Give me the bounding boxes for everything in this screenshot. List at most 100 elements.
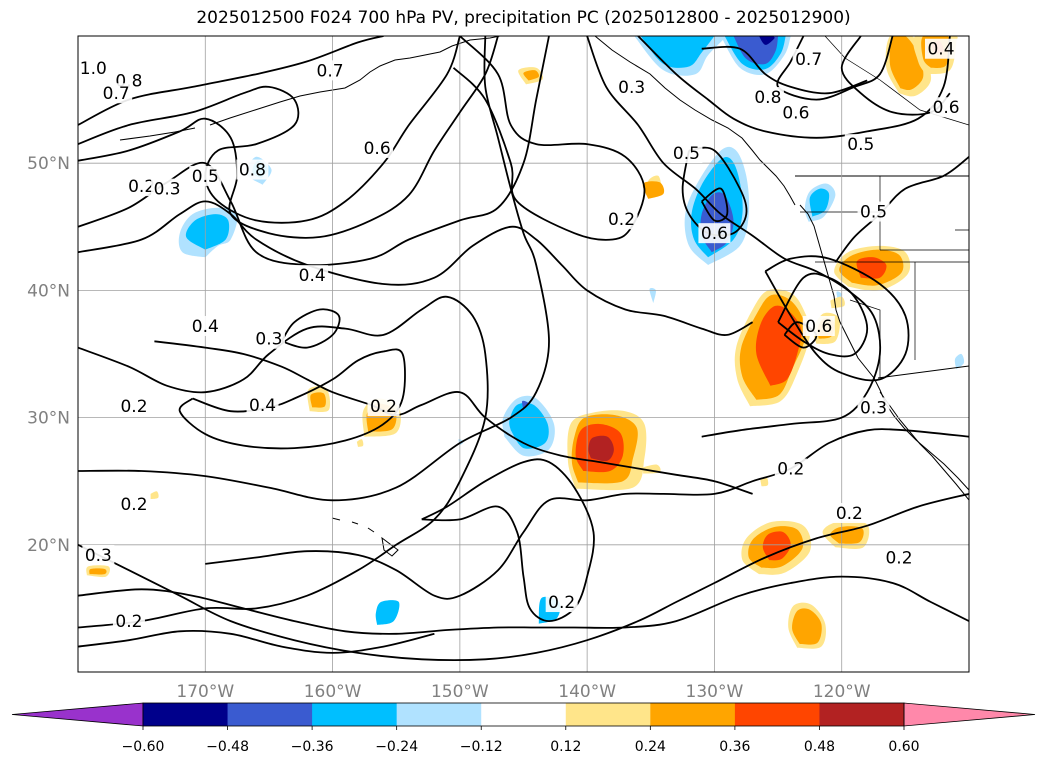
precip-region	[809, 188, 830, 217]
pv-contour-line	[78, 36, 550, 502]
lat-tick-label: 50°N	[27, 154, 70, 174]
contour-label: 0.7	[317, 61, 344, 81]
colorbar-tick-label: −0.24	[375, 739, 418, 755]
contour-label: 0.3	[860, 398, 887, 418]
plot-area: 1.00.80.70.70.80.50.20.30.60.40.40.30.40…	[78, 36, 969, 672]
contour-label: 0.5	[847, 135, 874, 155]
pv-contour-line	[78, 629, 435, 654]
contour-label: 0.7	[103, 84, 130, 104]
contour-label: 0.2	[608, 210, 635, 230]
contour-label-bg	[82, 544, 115, 565]
pv-contour-line	[178, 348, 406, 450]
alaska-coastline	[209, 36, 501, 126]
colorbar-tick-label: −0.36	[291, 739, 334, 755]
pv-contour-line	[834, 156, 969, 263]
pv-contour-line	[78, 295, 489, 629]
contour-label-bg	[844, 134, 877, 155]
contour-label: 0.6	[701, 224, 728, 244]
contour-label-bg	[924, 38, 957, 59]
precip-region	[830, 526, 864, 544]
colorbar-extend-min	[11, 702, 144, 727]
lat-tick-label: 20°N	[27, 536, 70, 556]
pv-contour-line	[777, 272, 869, 358]
precip-region	[755, 305, 802, 386]
border-us-mexico	[877, 365, 969, 379]
contour-label-bg	[698, 223, 731, 244]
precip-region	[954, 353, 965, 370]
contour-label-bg	[314, 60, 347, 81]
precip-region	[185, 214, 230, 250]
contour-label: 0.4	[927, 40, 954, 60]
contour-label: 0.2	[370, 397, 397, 417]
contour-label-bg	[774, 458, 807, 479]
state-borders	[800, 176, 969, 378]
precip-region	[642, 181, 665, 199]
contour-label-bg	[78, 57, 110, 78]
pv-contour-line	[78, 36, 499, 239]
pv-contour-line	[280, 308, 341, 349]
lat-tick-label: 40°N	[27, 281, 70, 301]
pv-contour-line	[701, 45, 868, 95]
colorbar-bin	[650, 703, 736, 726]
plot-frame	[77, 35, 970, 673]
contour-label: 0.5	[192, 167, 219, 187]
pv-contour-line	[421, 458, 595, 622]
contour-label: 0.6	[933, 98, 960, 118]
lon-tick-label: 140°W	[558, 682, 616, 702]
contour-label-bg	[236, 159, 269, 180]
chart-title: 2025012500 F024 700 hPa PV, precipitatio…	[196, 8, 851, 28]
lon-tick-label: 160°W	[304, 682, 362, 702]
colorbar-bin	[312, 703, 398, 726]
pv-contour-line	[452, 36, 646, 241]
precip-region	[830, 296, 845, 309]
contour-label: 0.5	[673, 144, 700, 164]
lon-tick-label: 150°W	[431, 682, 489, 702]
precip-region	[509, 402, 549, 449]
colorbar-bin	[396, 703, 482, 726]
precip-region	[649, 287, 656, 304]
map-background	[78, 36, 969, 672]
contour-label: 0.4	[192, 317, 219, 337]
precip-region	[356, 439, 364, 447]
contour-label-bg	[833, 503, 866, 523]
contour-label: 0.2	[885, 549, 912, 569]
precip-region	[523, 70, 540, 81]
contour-label-bg	[252, 328, 285, 349]
colorbar-tick-label: −0.60	[122, 739, 165, 755]
colorbar-bin	[734, 703, 820, 726]
contour-label-bg	[615, 76, 648, 97]
lon-tick-label: 120°W	[813, 682, 871, 702]
contour-label-bg	[367, 396, 400, 417]
contour-label-bg	[605, 209, 638, 230]
colorbar-bin	[143, 703, 229, 726]
contour-label: 0.2	[836, 504, 863, 524]
contour-label: 0.3	[618, 78, 645, 98]
pv-contour-line	[154, 340, 753, 495]
alaska-islands	[119, 127, 196, 141]
longitude-tick-labels: 170°W 160°W 150°W 140°W 130°W 120°W	[176, 682, 870, 702]
contour-label-bg	[545, 592, 578, 613]
contour-label: 0.2	[777, 459, 804, 479]
latitude-tick-labels: 50°N 40°N 30°N 20°N	[27, 154, 70, 556]
bc-coastline	[594, 36, 796, 206]
precip-region	[792, 608, 822, 645]
contour-label-bg	[100, 83, 133, 104]
precip-region	[760, 477, 769, 487]
colorbar-tick-label: −0.12	[460, 739, 503, 755]
pv-contour-labels: 1.00.80.70.70.80.50.20.30.60.40.40.30.40…	[78, 38, 963, 632]
contour-label-bg	[189, 165, 222, 186]
colorbar-bin	[227, 703, 313, 726]
pv-contour-line	[586, 36, 882, 438]
contour-label-bg	[118, 396, 151, 417]
contour-label-bg	[670, 143, 703, 164]
contour-label: 1.0	[80, 59, 107, 79]
colorbar-extend-max	[903, 702, 1036, 727]
contour-label: 0.4	[299, 266, 326, 286]
colorbar-frame	[142, 702, 905, 727]
contour-label-bg	[112, 611, 145, 632]
colorbar-tick-label: 0.12	[550, 739, 581, 755]
pv-contour-line	[776, 36, 894, 101]
pv-contour-line	[78, 200, 754, 336]
contour-label-bg	[857, 201, 890, 222]
contour-label: 0.2	[115, 612, 142, 632]
